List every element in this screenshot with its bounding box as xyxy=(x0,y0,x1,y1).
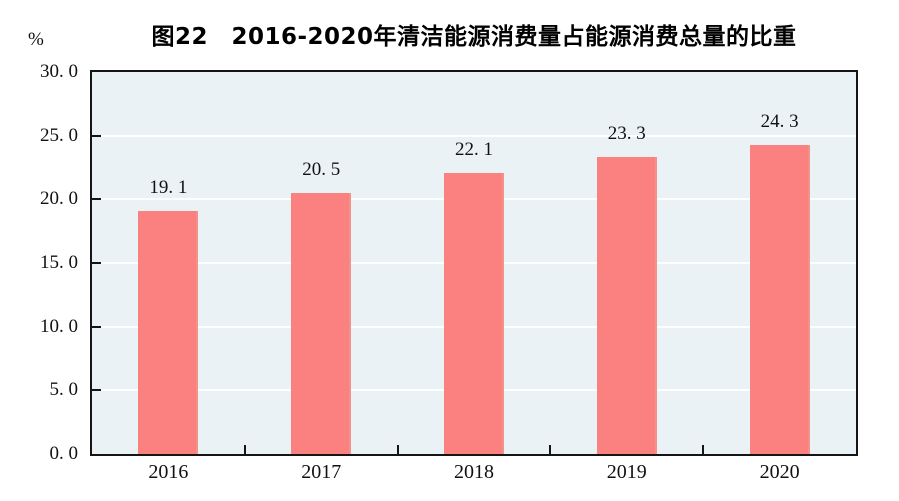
y-tick-label: 25. 0 xyxy=(40,124,78,146)
x-tick-label: 2019 xyxy=(606,461,647,483)
bar xyxy=(138,210,199,454)
bar-value-label: 19. 1 xyxy=(149,176,188,198)
bar-value-label: 24. 3 xyxy=(760,110,799,132)
y-tick xyxy=(92,134,101,137)
x-tick-label: 2018 xyxy=(454,461,494,483)
plot-area: 19. 1 20. 5 22. 1 23. 3 24. 3 xyxy=(90,70,858,456)
bar-value-label: 23. 3 xyxy=(607,123,646,145)
y-tick xyxy=(92,389,101,392)
bar-value-label: 20. 5 xyxy=(302,158,341,180)
y-tick-label: 30. 0 xyxy=(40,61,78,82)
x-tick-label: 2020 xyxy=(759,461,800,483)
y-tick-label: 0. 0 xyxy=(49,443,79,464)
y-tick xyxy=(92,262,101,264)
x-tick xyxy=(396,445,399,454)
y-tick-label: 20. 0 xyxy=(40,188,78,210)
y-tick xyxy=(92,198,101,201)
bar xyxy=(444,172,504,454)
x-tick xyxy=(702,445,705,454)
gridline xyxy=(92,134,856,137)
y-axis-unit-label: % xyxy=(28,29,44,50)
y-tick-label: 5. 0 xyxy=(49,379,79,401)
x-tick-label: 2017 xyxy=(301,461,342,483)
chart-title: 图22 2016-2020年清洁能源消费量占能源消费总量的比重 xyxy=(151,24,797,50)
y-tick-label: 15. 0 xyxy=(40,252,78,273)
bar-value-label: 22. 1 xyxy=(455,138,493,160)
bar xyxy=(749,144,810,454)
x-tick-label: 2016 xyxy=(148,461,189,483)
y-tick-label: 10. 0 xyxy=(40,315,78,337)
bar xyxy=(596,157,657,454)
x-tick xyxy=(549,445,552,454)
x-tick xyxy=(243,445,246,454)
bar xyxy=(291,192,352,454)
y-tick xyxy=(92,325,101,328)
